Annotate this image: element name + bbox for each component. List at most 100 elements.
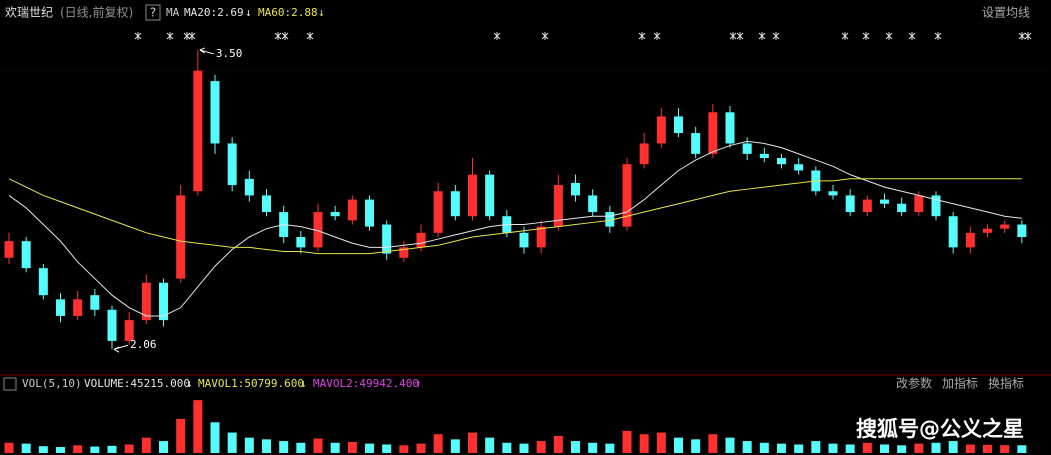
candle-body (159, 282, 168, 321)
volume-bar (725, 437, 735, 453)
candle-body (845, 195, 855, 213)
event-marker (653, 32, 661, 40)
candle-body (330, 212, 340, 217)
candle-body (519, 232, 529, 248)
candle-body (622, 164, 632, 227)
button[interactable]: 加指标 (942, 376, 978, 391)
event-marker (908, 32, 916, 40)
candle-body (313, 212, 323, 248)
volume-bar (948, 441, 958, 453)
settings-button[interactable]: 设置均线 (982, 6, 1030, 20)
candle-body (107, 309, 117, 341)
candle-body (1000, 224, 1010, 229)
volume-bar (262, 439, 271, 453)
volume-bar (124, 444, 134, 453)
volume-bar (244, 437, 254, 453)
volume-bar (622, 430, 632, 453)
candle-body (296, 236, 306, 248)
annotation-arrow (199, 47, 214, 55)
volume-bar (845, 444, 855, 453)
candle-body (880, 199, 889, 204)
volume-bar (674, 437, 683, 453)
stock-name: 欢瑞世纪 (5, 5, 53, 20)
volume-bar (656, 432, 666, 453)
volume-bar (862, 442, 872, 453)
ma60-line (8, 178, 1022, 255)
event-marker (758, 32, 766, 40)
mavol1-label: MAVOL1:50799.600 (198, 377, 304, 390)
event-marker (541, 32, 549, 40)
candle-body (382, 224, 392, 254)
volume-bar (708, 434, 718, 453)
button[interactable]: 换指标 (988, 376, 1024, 391)
event-marker (281, 32, 289, 40)
volume-bar (450, 439, 460, 453)
volume-bar (931, 442, 941, 453)
volume-bar (56, 447, 65, 453)
volume-bar (502, 442, 512, 453)
volume-bar (38, 446, 48, 453)
candle-body (56, 299, 65, 316)
button[interactable]: 改参数 (896, 376, 932, 391)
candle-body (193, 70, 203, 192)
candle-body (416, 232, 426, 248)
mavol1-arrow: ↓ (300, 377, 307, 390)
volume-bar (227, 432, 237, 453)
mavol2-label: MAVOL2:49942.400 (313, 377, 419, 390)
event-marker (166, 32, 174, 40)
candle-body (862, 199, 872, 213)
volume-bar (759, 442, 769, 453)
candle-body (176, 195, 186, 279)
candle-body (983, 228, 992, 233)
volume-bar (965, 444, 975, 453)
event-marker (274, 32, 282, 40)
help[interactable]: ? (150, 6, 156, 20)
period: (日线,前复权) (60, 5, 133, 20)
volume-bar (107, 445, 117, 453)
volume-bar (468, 432, 477, 453)
help-box[interactable] (145, 4, 161, 21)
vol-box[interactable] (3, 377, 17, 391)
candle-body (4, 241, 14, 258)
ma20-line (8, 140, 1022, 317)
volume-bar (433, 434, 443, 453)
event-marker (493, 32, 501, 40)
vol-name: VOL(5,10) (22, 377, 82, 390)
volume-arrow: ↓ (186, 377, 193, 390)
volume-bar (811, 441, 821, 453)
volume-bar (365, 443, 374, 453)
candle-body (759, 153, 769, 159)
candle-body (365, 199, 374, 227)
volume-bar (553, 435, 563, 453)
volume-bar (399, 445, 409, 453)
volume-bar (416, 443, 426, 453)
candle-body (828, 191, 838, 196)
candle-body (571, 182, 580, 196)
candle-body (485, 174, 495, 217)
volume-bar (828, 443, 838, 453)
candle-body (347, 199, 357, 221)
volume-bar (347, 441, 357, 453)
event-marker (306, 32, 314, 40)
volume-bar (485, 437, 495, 453)
volume-bar (880, 444, 889, 453)
event-marker (183, 32, 191, 40)
candle-body (1017, 224, 1027, 237)
volume-bar (313, 438, 323, 453)
candle-body (244, 178, 254, 196)
watermark: 搜狐号@公义之星 (856, 417, 1024, 441)
volume-bar (742, 441, 752, 453)
candle-body (777, 158, 786, 165)
ma20-label: MA20:2.69 (184, 6, 244, 19)
volume-bar (897, 445, 907, 453)
volume-bar (691, 439, 701, 453)
volume-bar (777, 443, 786, 453)
volume-bar (193, 400, 203, 453)
candle-body (262, 195, 271, 213)
volume-bar (588, 442, 598, 453)
volume-bar (571, 441, 580, 453)
candle-body (965, 232, 975, 248)
annotation-arrow (113, 344, 129, 353)
